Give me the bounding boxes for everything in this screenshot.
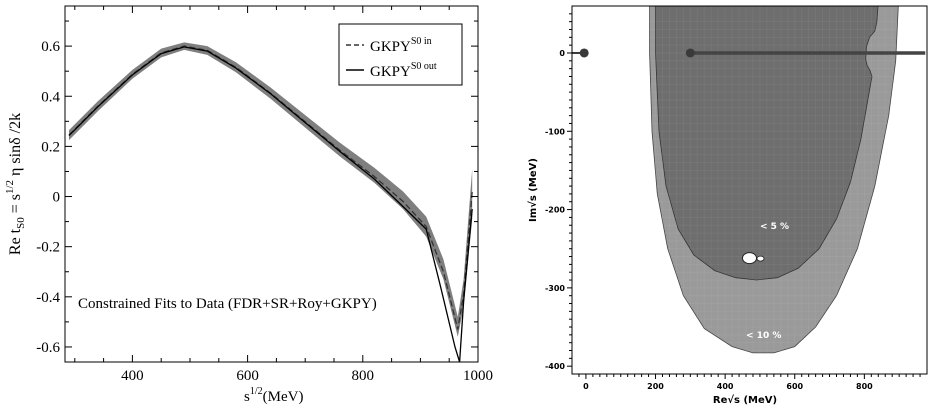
left-chart: 400 600 800 1000 -0.6 -0.4 -0.2 0 0.2 0.4 0.6 GKPY… xyxy=(4,5,493,405)
left-x-axis-label: s1/2(MeV) xyxy=(244,386,303,405)
x-tick-label: 0 xyxy=(583,382,589,391)
y-tick-label: -0.6 xyxy=(36,340,60,356)
x-tick-label: 200 xyxy=(647,382,664,391)
region-5-percent xyxy=(655,6,879,281)
left-legend: GKPYS0 in GKPYS0 out xyxy=(338,23,463,86)
y-tick-label: -400 xyxy=(545,362,565,371)
real-axis-point xyxy=(579,48,589,58)
right-plot-area: < 5 % < 10 % xyxy=(572,6,927,374)
region-10-label: < 10 % xyxy=(746,331,781,341)
left-plot-frame xyxy=(64,5,479,363)
left-y-axis-label: Re tS0 = s1/2 η sinδ /2k xyxy=(4,113,27,255)
x-tick-label: 400 xyxy=(121,368,144,384)
y-tick-label: 0 xyxy=(53,190,61,206)
y-tick-label: -100 xyxy=(545,127,565,136)
real-axis-point xyxy=(685,48,695,58)
left-axis-ticks: 400 600 800 1000 -0.6 -0.4 -0.2 0 0.2 0.4 0.6 xyxy=(36,6,493,384)
y-tick-label: 0.6 xyxy=(41,39,60,55)
y-tick-label: -200 xyxy=(545,206,565,215)
pole-marker-small xyxy=(756,255,765,262)
pole-marker xyxy=(742,252,757,265)
x-tick-label: 1000 xyxy=(463,368,493,384)
left-legend-box xyxy=(338,23,463,86)
x-tick-label: 600 xyxy=(236,368,259,384)
y-tick-label: -300 xyxy=(545,284,565,293)
series-line-gkpy-out xyxy=(68,46,473,362)
y-tick-label: -0.4 xyxy=(36,290,60,306)
legend-label-in: GKPYS0 in xyxy=(370,36,432,55)
x-tick-label: 400 xyxy=(717,382,734,391)
error-band xyxy=(69,42,473,337)
right-y-axis-label: Im√s (MeV) xyxy=(527,158,539,222)
right-axis-ticks: 0 200 400 600 800 0 -100 -200 -300 -400 xyxy=(545,13,921,391)
y-tick-label: 0.2 xyxy=(41,139,60,155)
y-tick-label: 0 xyxy=(559,49,565,58)
left-plot-area xyxy=(68,42,473,362)
right-x-axis-label: Re√s (MeV) xyxy=(713,394,777,406)
legend-label-out: GKPYS0 out xyxy=(370,61,437,80)
y-tick-label: 0.4 xyxy=(41,89,60,105)
region-5-label: < 5 % xyxy=(760,222,789,232)
right-plot-frame xyxy=(571,5,928,375)
x-tick-label: 800 xyxy=(352,368,375,384)
y-tick-label: -0.2 xyxy=(36,240,60,256)
left-annotation: Constrained Fits to Data (FDR+SR+Roy+GKP… xyxy=(78,296,377,312)
right-chart: < 5 % < 10 % 0 200 400 600 800 0 -100 -200 -300 -4… xyxy=(527,5,928,406)
x-tick-label: 800 xyxy=(856,382,873,391)
x-tick-label: 600 xyxy=(786,382,803,391)
